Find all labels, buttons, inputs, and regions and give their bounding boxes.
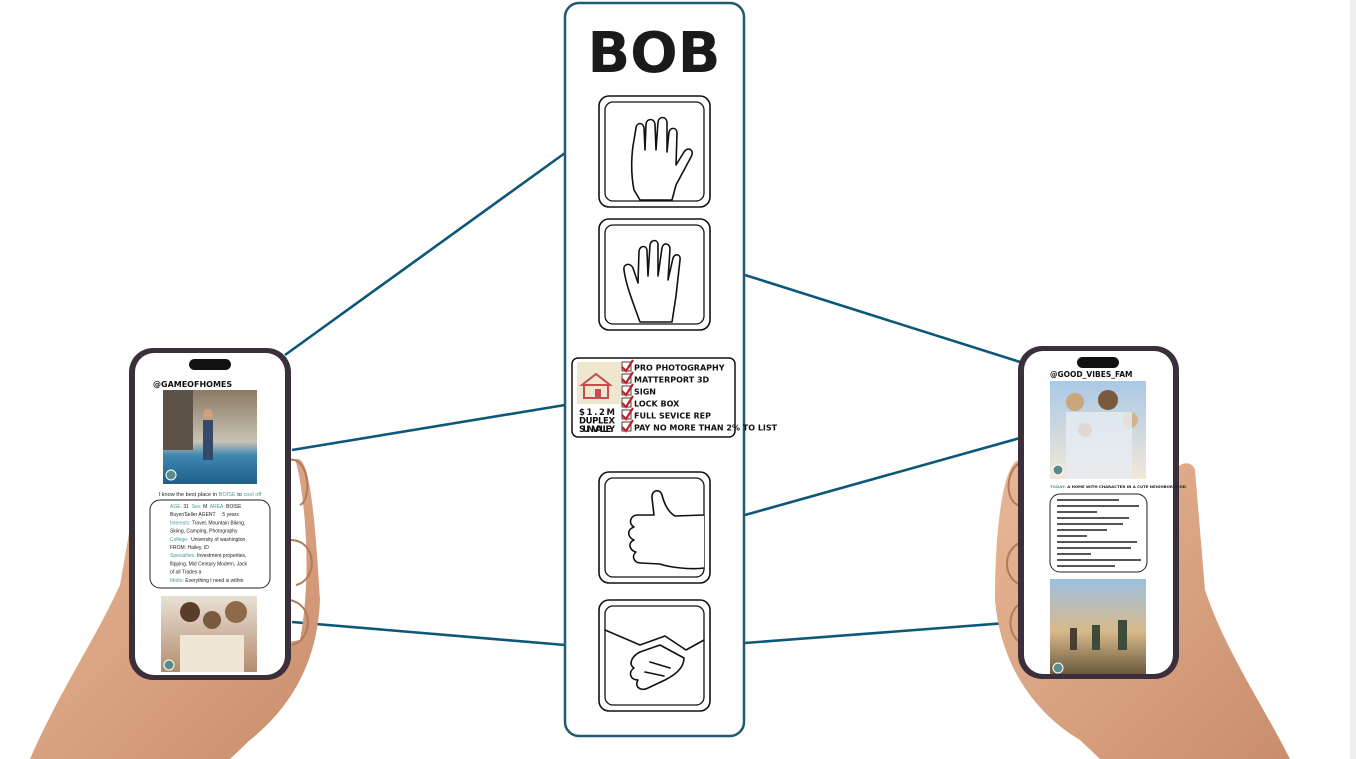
checklist-item: PRO PHOTOGRAPHY [634, 364, 725, 373]
highlight: Sex: [192, 504, 202, 510]
connector [284, 151, 566, 357]
check-mark [621, 359, 634, 373]
check-mark [621, 419, 634, 433]
checklist-item: PAY NO MORE THAN 2% TO LIST [634, 424, 778, 433]
icon-stop-hand [598, 95, 711, 208]
check-mark [621, 371, 634, 385]
text-run: Skiing, Camping, Photography [170, 529, 238, 535]
text-run: A HOME WITH CHARACTER IN A CUTE NEIGHBOR… [1066, 484, 1187, 489]
profile-line: AGE: 31 Sex: M AREA: BOISE [170, 504, 242, 510]
listing-price: $1.2M [579, 408, 615, 418]
text-run: BOISE [225, 504, 242, 510]
checklist-item: FULL SEVICE REP [634, 412, 711, 421]
profile-card [1049, 493, 1148, 573]
text-run: Travel, Mountain Biking, [191, 520, 246, 526]
checklist-item: SIGN [634, 388, 656, 397]
profile-line: Buyer/Seller AGENT 5 years [170, 512, 239, 518]
text-run: I know the best place in [159, 492, 219, 498]
check-mark [621, 407, 634, 421]
connector [744, 436, 1021, 517]
profile-line: College: University of washington [170, 537, 246, 543]
text-run: Everything I need is within [184, 578, 244, 584]
highlight: TODAY: [1050, 484, 1066, 489]
connector [744, 620, 1021, 645]
highlight: Motto: [170, 578, 184, 584]
checklist-item: LOCK BOX [634, 400, 680, 409]
title: BOB [588, 21, 721, 86]
text-run: 31 [182, 504, 192, 510]
connector [744, 273, 1021, 364]
handle: @GAMEOFHOMES [153, 380, 232, 389]
text-run: Investment properties, [196, 553, 247, 559]
connector [291, 620, 566, 647]
checklist-item: MATTERPORT 3D [634, 376, 710, 385]
text-run: University of washington [188, 537, 245, 543]
highlight: AREA: [210, 504, 225, 510]
text-run: FROM: Hailey, ID [170, 545, 209, 551]
text-run: M [202, 504, 210, 510]
profile-line: FROM: Hailey, ID [170, 545, 209, 551]
caption: TODAY: A HOME WITH CHARACTER IN A CUTE N… [1050, 484, 1187, 489]
connectors [284, 151, 1021, 647]
highlight: cool off [243, 492, 261, 498]
listing-kind: DUPLEX [579, 417, 615, 427]
profile-line: Specialties: Investment properties, [170, 553, 246, 559]
profile-line: flipping, Mid Century Modern, Jack [170, 561, 247, 567]
scrollbar [1350, 0, 1356, 759]
left-phone [129, 348, 291, 680]
handle: @GOOD_VIBES_FAM [1050, 370, 1133, 379]
text-run: to [236, 492, 244, 498]
icon-handshake [598, 599, 711, 712]
highlight: BOISE [219, 492, 236, 498]
listing-card [571, 357, 736, 438]
profile-line: of all Trades a [170, 570, 202, 576]
check-mark [621, 383, 634, 397]
text-run: flipping, Mid Century Modern, Jack [170, 561, 247, 567]
profile-card [149, 499, 271, 589]
highlight: Interests: [170, 520, 191, 526]
text-run: of all Trades a [170, 570, 202, 576]
phone-notch [189, 359, 231, 370]
connector [291, 403, 566, 452]
highlight: Specialties: [170, 553, 196, 559]
icon-thumbs-up [598, 471, 711, 584]
right-phone [1018, 346, 1179, 679]
icon-open-hand [598, 218, 711, 331]
listing-location: SUN VALLEY [579, 425, 616, 435]
profile-line: Motto: Everything I need is within [170, 578, 244, 584]
profile-line: Skiing, Camping, Photography [170, 529, 238, 535]
text-run: Buyer/Seller AGENT 5 years [170, 512, 239, 518]
caption: I know the best place in BOISE to cool o… [159, 492, 262, 498]
profile-line: Interests: Travel, Mountain Biking, [170, 520, 245, 526]
highlight: AGE: [170, 504, 182, 510]
phone-notch [1077, 357, 1119, 368]
check-mark [621, 395, 634, 409]
highlight: College: [170, 537, 188, 543]
